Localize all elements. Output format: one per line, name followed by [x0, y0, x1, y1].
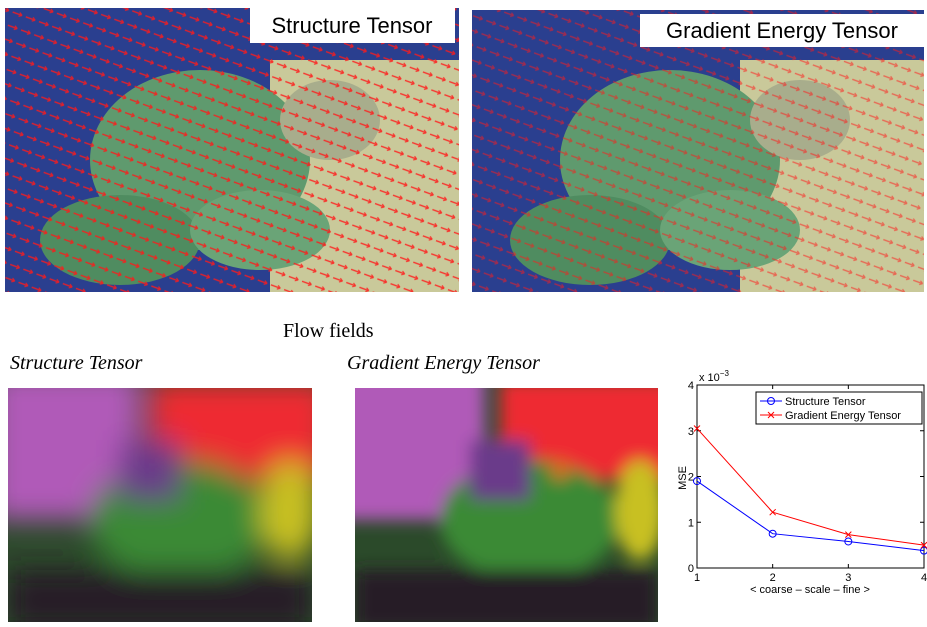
y-multiplier-base: x 10	[699, 372, 720, 384]
panel-label: Gradient Energy Tensor	[666, 18, 898, 43]
caption: Flow fields	[283, 320, 374, 342]
y-tick-label: 4	[688, 380, 694, 392]
legend-label: Structure Tensor	[785, 396, 866, 408]
x-tick-label: 1	[694, 572, 700, 584]
x-tick-label: 4	[921, 572, 927, 584]
panel-label: Gradient Energy Tensor	[347, 352, 540, 374]
top-image-right: Gradient Energy Tensor	[472, 10, 924, 292]
y-multiplier-exponent: −3	[720, 369, 730, 378]
x-tick-label: 2	[770, 572, 776, 584]
legend-label: Gradient Energy Tensor	[785, 410, 901, 422]
top-image-left: Structure Tensor	[5, 8, 459, 292]
y-tick-label: 3	[688, 426, 694, 438]
mse-chart: MSE < coarse – scale – fine > x 10−3 012…	[677, 369, 927, 596]
flow-image-right	[335, 370, 680, 627]
y-multiplier: x 10−3	[699, 369, 729, 384]
figure: Structure Tensor Gradient Energy Tensor …	[0, 0, 927, 627]
x-tick-label: 3	[845, 572, 851, 584]
y-tick-label: 1	[688, 517, 694, 529]
panel-label: Structure Tensor	[10, 352, 143, 374]
panel-label: Structure Tensor	[271, 13, 432, 38]
flow-image-left	[0, 370, 330, 627]
x-axis-label: < coarse – scale – fine >	[750, 584, 870, 596]
